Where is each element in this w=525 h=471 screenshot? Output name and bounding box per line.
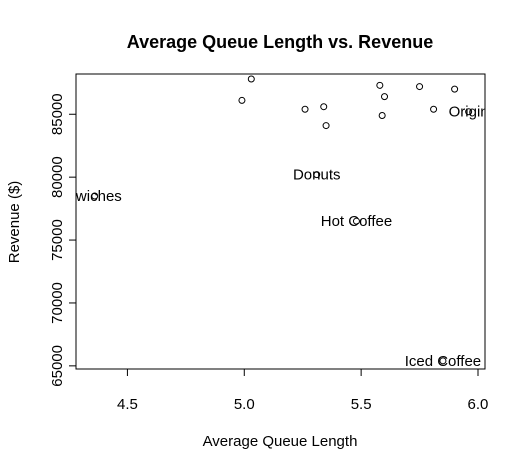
data-point: [91, 192, 99, 200]
data-point: [322, 122, 330, 130]
y-axis-label: Revenue ($): [6, 181, 23, 264]
data-point: [416, 83, 424, 91]
data-point: [381, 93, 389, 101]
y-tick-label: 70000: [49, 282, 66, 324]
point-labels: dwiches Donuts Hot Coffee Origin Iced Coffee: [68, 104, 489, 370]
x-tick-label: 4.5: [117, 396, 138, 413]
point-label: Hot Coffee: [321, 213, 392, 230]
point-label: Origin: [449, 104, 489, 121]
x-tick-label: 5.0: [234, 396, 255, 413]
data-point: [451, 85, 459, 93]
point-label: dwiches: [68, 188, 122, 205]
data-point: [313, 171, 321, 179]
y-tick-label: 85000: [49, 93, 66, 135]
x-axis-label: Average Queue Length: [203, 433, 358, 450]
chart-title: Average Queue Length vs. Revenue: [127, 32, 433, 52]
data-points: [91, 75, 473, 365]
data-point: [439, 357, 447, 365]
data-point: [376, 81, 384, 89]
data-point: [465, 108, 473, 116]
y-tick-label: 75000: [49, 219, 66, 261]
point-label: Donuts: [293, 167, 341, 184]
data-point: [301, 105, 309, 113]
y-tick-label: 80000: [49, 156, 66, 198]
data-point: [247, 75, 255, 83]
y-tick-label: 65000: [49, 345, 66, 387]
y-axis: 65000 70000 75000 80000 85000: [49, 93, 77, 387]
x-tick-label: 6.0: [468, 396, 489, 413]
point-label: Iced Coffee: [405, 353, 481, 370]
data-point: [378, 112, 386, 120]
data-point: [238, 96, 246, 104]
data-point: [320, 103, 328, 111]
data-point: [352, 217, 360, 225]
plot-frame: [75, 73, 486, 370]
x-axis: 4.5 5.0 5.5 6.0: [117, 368, 489, 413]
data-point: [430, 105, 438, 113]
x-tick-label: 5.5: [351, 396, 372, 413]
